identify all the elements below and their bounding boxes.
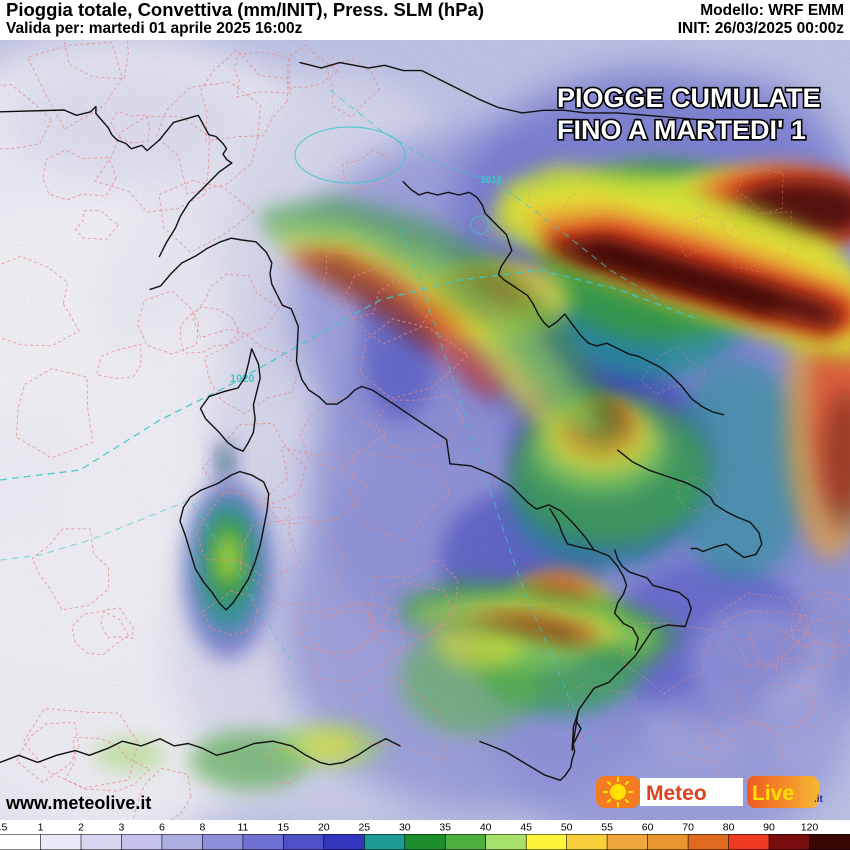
svg-text:8: 8 — [199, 822, 205, 834]
svg-text:6: 6 — [159, 822, 165, 834]
svg-text:3: 3 — [118, 822, 124, 834]
svg-text:www.meteolive.it: www.meteolive.it — [5, 793, 151, 813]
svg-text:45: 45 — [520, 822, 532, 834]
svg-text:1: 1 — [38, 822, 44, 834]
svg-text:.it: .it — [814, 794, 824, 805]
svg-text:PIOGGE CUMULATE: PIOGGE CUMULATE — [557, 83, 821, 113]
svg-text:35: 35 — [439, 822, 451, 834]
svg-text:1020: 1020 — [230, 373, 254, 385]
svg-text:Live: Live — [752, 782, 794, 805]
svg-text:15: 15 — [277, 822, 289, 834]
svg-text:11: 11 — [237, 822, 248, 834]
svg-text:70: 70 — [682, 822, 694, 834]
svg-text:1016: 1016 — [480, 175, 503, 186]
svg-text:INIT: 26/03/2025 00:00z: INIT: 26/03/2025 00:00z — [678, 20, 845, 37]
svg-text:0.5: 0.5 — [0, 822, 7, 834]
svg-text:50: 50 — [561, 822, 573, 834]
svg-text:Valida per: martedi 01 aprile: Valida per: martedi 01 aprile 2025 16:00… — [6, 20, 303, 37]
svg-text:2: 2 — [78, 822, 84, 834]
svg-text:120: 120 — [801, 822, 819, 834]
svg-text:Pioggia totale, Convettiva (mm: Pioggia totale, Convettiva (mm/INIT), Pr… — [6, 0, 484, 20]
svg-text:Meteo: Meteo — [646, 782, 707, 805]
svg-text:55: 55 — [601, 822, 613, 834]
svg-text:Modello: WRF EMM: Modello: WRF EMM — [700, 2, 844, 19]
svg-text:25: 25 — [358, 822, 370, 834]
svg-text:40: 40 — [480, 822, 492, 834]
svg-text:30: 30 — [399, 822, 411, 834]
svg-text:20: 20 — [318, 822, 330, 834]
svg-text:FINO A MARTEDI' 1: FINO A MARTEDI' 1 — [557, 115, 806, 145]
svg-text:80: 80 — [723, 822, 735, 834]
svg-text:60: 60 — [642, 822, 654, 834]
svg-text:90: 90 — [763, 822, 775, 834]
